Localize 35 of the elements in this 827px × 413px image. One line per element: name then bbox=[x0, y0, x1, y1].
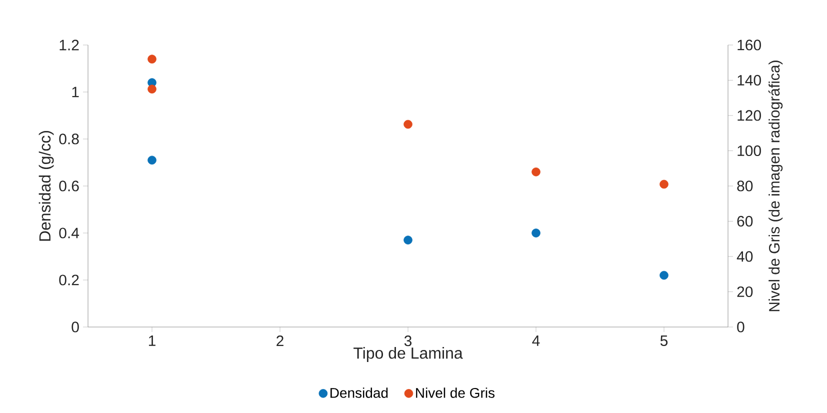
point bbox=[660, 270, 668, 280]
point bbox=[148, 156, 156, 165]
y-tick-label: 0 bbox=[72, 322, 79, 332]
y2-axis-title: Nivel de Gris (de imagen radiográfica) bbox=[768, 60, 783, 312]
legend-label: Nivel de Gris bbox=[416, 388, 495, 398]
x-tick-label: 5 bbox=[660, 336, 668, 346]
point bbox=[148, 54, 156, 64]
point bbox=[660, 180, 668, 189]
y2-tick-label: 40 bbox=[736, 251, 753, 262]
x-tick-label: 4 bbox=[532, 336, 540, 346]
y2-tick-label: 140 bbox=[738, 74, 761, 86]
point bbox=[404, 120, 412, 129]
legend-label: Densidad bbox=[330, 388, 388, 398]
point bbox=[532, 228, 540, 238]
y2-tick-label: 0 bbox=[737, 322, 744, 332]
y2-tick-label: 120 bbox=[738, 110, 761, 121]
point bbox=[404, 236, 412, 244]
y2-tick-label: 100 bbox=[738, 145, 761, 156]
y2-tick-label: 80 bbox=[737, 180, 753, 192]
y2-tick-label: 60 bbox=[737, 216, 753, 227]
point bbox=[532, 168, 540, 176]
y-tick-label: 0.6 bbox=[59, 180, 79, 192]
y2-tick-label: 160 bbox=[738, 40, 761, 50]
y-tick-label: 0.4 bbox=[59, 228, 80, 238]
y-tick-label: 1 bbox=[72, 86, 79, 98]
x-tick-label: 3 bbox=[404, 336, 412, 346]
y-tick-label: 0.8 bbox=[59, 134, 79, 144]
x-tick-label: 1 bbox=[148, 336, 156, 346]
x-tick-label: 2 bbox=[276, 336, 284, 346]
x-axis-title: Tipo de Lamina bbox=[354, 347, 463, 362]
y2-tick-label: 20 bbox=[737, 286, 753, 298]
point bbox=[148, 84, 156, 94]
y-tick-label: 1.2 bbox=[60, 40, 79, 50]
y-tick-label: 0.2 bbox=[59, 274, 79, 286]
y-axis-title: Densidad (g/cc) bbox=[38, 131, 54, 241]
